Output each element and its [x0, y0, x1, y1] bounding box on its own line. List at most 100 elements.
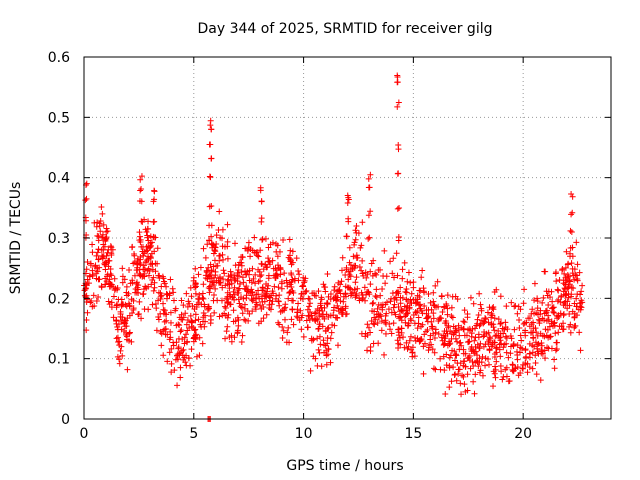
data-point: [395, 332, 402, 339]
data-point: [511, 303, 518, 310]
data-point: [567, 227, 574, 234]
data-point: [98, 246, 105, 253]
data-point: [255, 320, 262, 327]
data-point: [416, 287, 423, 294]
data-point: [243, 271, 250, 278]
data-point: [461, 319, 468, 326]
y-tick-label: 0.4: [48, 171, 70, 187]
data-point: [153, 327, 160, 334]
data-point: [151, 187, 158, 194]
data-point: [299, 282, 306, 289]
data-point: [285, 324, 292, 331]
data-point: [526, 315, 533, 322]
data-point: [148, 261, 155, 268]
data-point: [449, 347, 456, 354]
data-point: [121, 316, 128, 323]
data-point: [358, 330, 365, 337]
data-point: [124, 315, 131, 322]
data-point: [116, 360, 123, 367]
data-point: [548, 345, 555, 352]
data-point: [414, 325, 421, 332]
data-point: [548, 288, 555, 295]
data-point: [238, 304, 245, 311]
data-point: [453, 377, 460, 384]
data-point: [264, 285, 271, 292]
data-point: [370, 257, 377, 264]
data-point: [347, 286, 354, 293]
data-point: [499, 325, 506, 332]
data-point: [351, 241, 358, 248]
data-point: [545, 334, 552, 341]
data-point: [524, 369, 531, 376]
data-point: [390, 304, 397, 311]
data-point: [319, 313, 326, 320]
data-point: [335, 287, 342, 294]
data-point: [138, 186, 145, 193]
data-point: [475, 334, 482, 341]
data-point: [446, 384, 453, 391]
data-point: [399, 266, 406, 273]
data-point: [424, 326, 431, 333]
data-point: [367, 281, 374, 288]
data-point: [340, 293, 347, 300]
data-point: [170, 342, 177, 349]
data-point: [476, 355, 483, 362]
data-point: [383, 320, 390, 327]
data-point: [489, 305, 496, 312]
data-point: [116, 342, 123, 349]
data-point: [486, 346, 493, 353]
data-point: [280, 236, 287, 243]
data-point: [210, 281, 217, 288]
data-point: [430, 365, 437, 372]
data-point: [503, 303, 510, 310]
data-point: [275, 319, 282, 326]
data-point: [514, 356, 521, 363]
data-point: [287, 257, 294, 264]
data-point: [244, 246, 251, 253]
data-point: [227, 268, 234, 275]
data-point: [446, 364, 453, 371]
data-point: [508, 299, 515, 306]
data-point: [529, 365, 536, 372]
data-point: [531, 280, 538, 287]
data-point: [278, 285, 285, 292]
data-point: [398, 325, 405, 332]
data-point: [277, 271, 284, 278]
data-point: [353, 229, 360, 236]
data-point: [323, 300, 330, 307]
data-point: [160, 306, 167, 313]
data-point: [138, 218, 145, 225]
data-point: [321, 304, 328, 311]
data-point: [530, 319, 537, 326]
data-point: [167, 328, 174, 335]
data-point: [288, 270, 295, 277]
data-point: [345, 215, 352, 222]
data-point: [490, 383, 497, 390]
data-point: [542, 355, 549, 362]
data-point: [235, 266, 242, 273]
data-point: [556, 323, 563, 330]
data-point: [125, 337, 132, 344]
data-point: [576, 329, 583, 336]
data-point: [495, 316, 502, 323]
data-point: [164, 358, 171, 365]
data-point: [100, 241, 107, 248]
data-point: [110, 314, 117, 321]
data-point: [82, 285, 89, 292]
data-point: [316, 312, 323, 319]
data-point: [99, 231, 106, 238]
data-point: [316, 333, 323, 340]
data-point: [91, 219, 98, 226]
data-point: [179, 336, 186, 343]
data-point: [478, 305, 485, 312]
data-point: [449, 293, 456, 300]
data-point: [104, 249, 111, 256]
data-point: [492, 363, 499, 370]
data-point: [511, 326, 518, 333]
data-point: [460, 373, 467, 380]
data-point: [409, 349, 416, 356]
data-point: [388, 330, 395, 337]
data-point: [274, 242, 281, 249]
data-point: [492, 366, 499, 373]
data-point: [288, 316, 295, 323]
